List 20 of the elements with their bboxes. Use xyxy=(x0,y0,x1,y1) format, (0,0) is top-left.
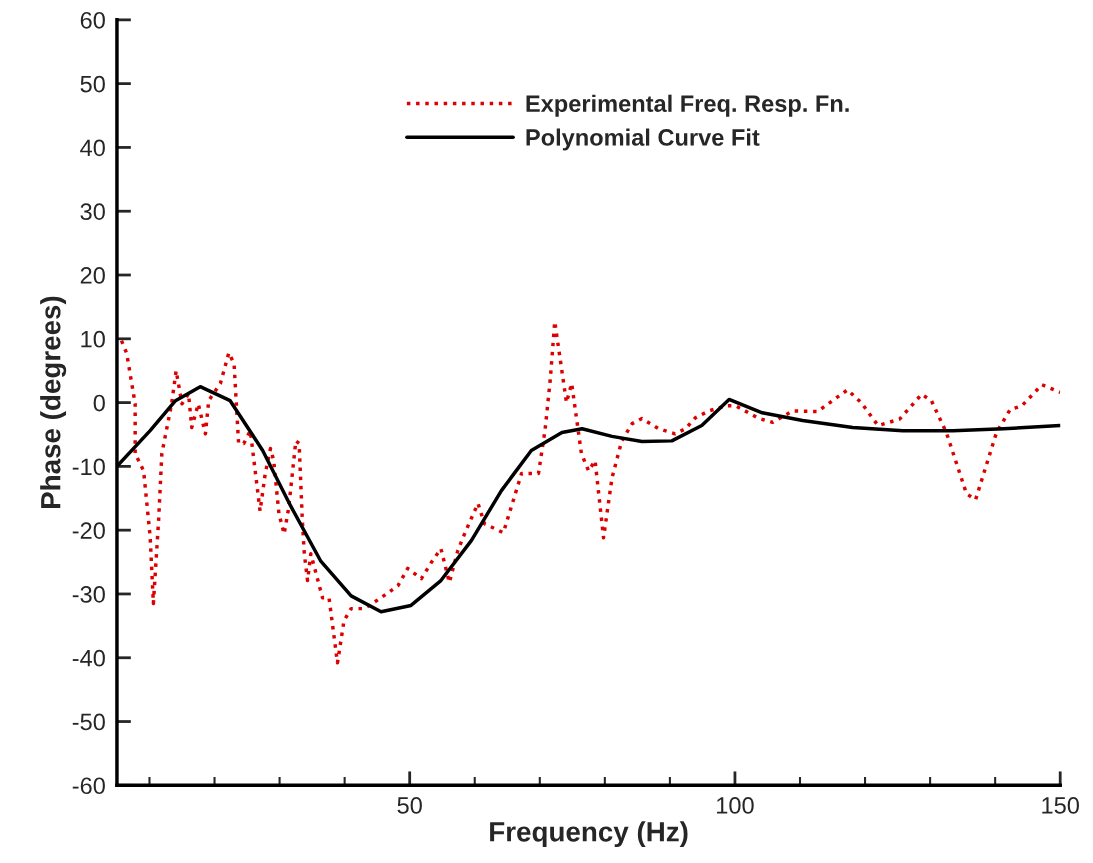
y-tick-label: 50 xyxy=(80,75,105,93)
y-tick-label: -20 xyxy=(72,522,105,539)
y-tick-label: 40 xyxy=(80,139,105,157)
x-tick-label: 50 xyxy=(397,797,422,814)
y-tick-label: 60 xyxy=(80,11,105,29)
y-tick-label: 10 xyxy=(81,330,105,348)
y-axis-title: Phase (degrees) xyxy=(40,296,67,509)
y-tick-label: -10 xyxy=(72,458,105,476)
legend-label: Experimental Freq. Resp. Fn. xyxy=(526,94,849,117)
y-tick-label: -30 xyxy=(72,586,105,603)
y-tick-label: 20 xyxy=(80,267,105,284)
y-tick-label: 30 xyxy=(80,203,105,221)
y-tick-label: -50 xyxy=(72,713,105,731)
x-axis-title: Frequency (Hz) xyxy=(490,821,688,848)
x-tick-label: 100 xyxy=(717,797,754,814)
y-tick-label: 0 xyxy=(93,394,105,412)
y-tick-label: -60 xyxy=(72,777,105,795)
y-tick-label: -40 xyxy=(72,649,105,667)
legend-label: Polynomial Curve Fit xyxy=(526,128,760,151)
x-tick-label: 150 xyxy=(1042,797,1079,814)
